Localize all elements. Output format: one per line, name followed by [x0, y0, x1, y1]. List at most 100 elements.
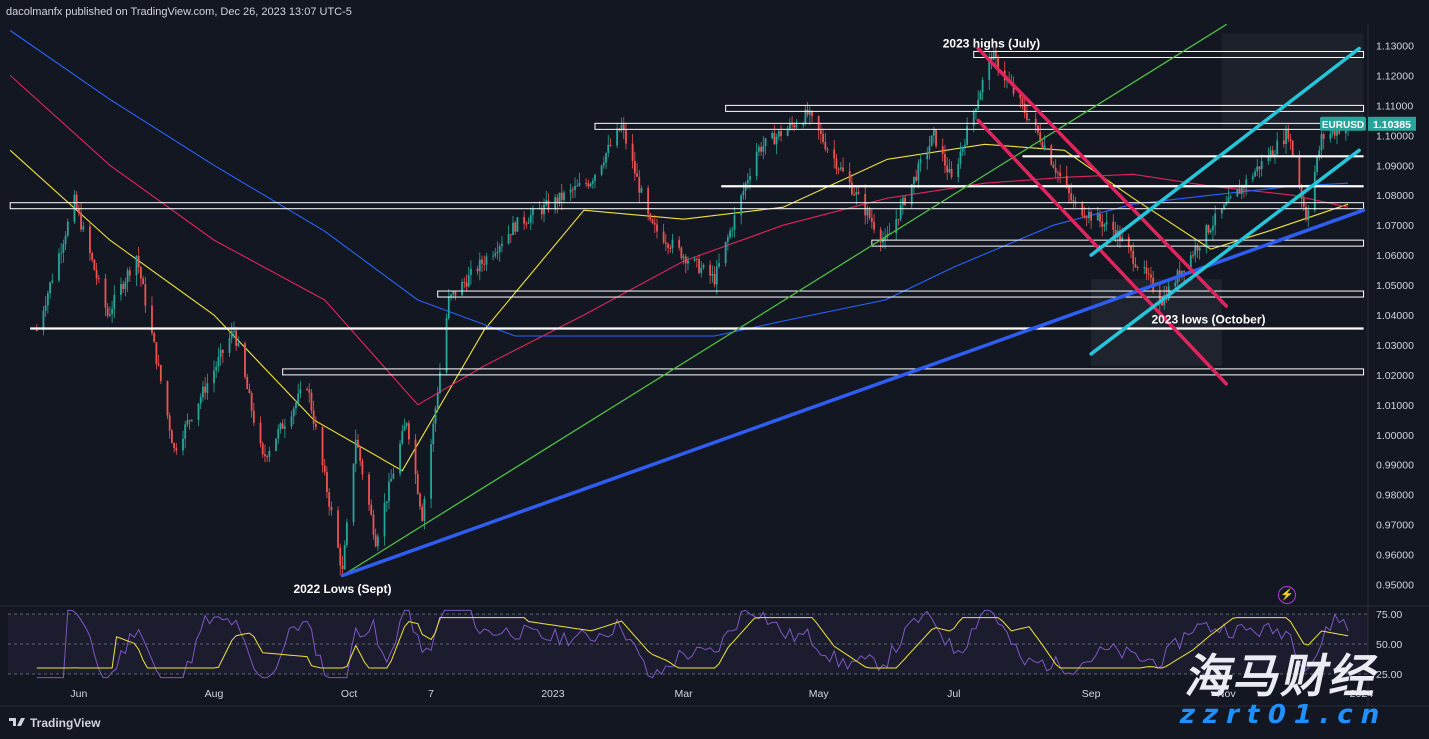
candle-body [403, 425, 406, 431]
candle-body [1227, 197, 1230, 203]
price-tick-label: 0.97000 [1376, 520, 1414, 532]
candle-body [715, 266, 718, 285]
candle-body [492, 255, 494, 257]
candle-body [926, 153, 929, 160]
candle-body [496, 251, 499, 254]
time-tick-label: Sep [1082, 688, 1101, 700]
candle-body [383, 503, 386, 537]
candle-body [461, 282, 463, 296]
candle-body [653, 223, 656, 225]
candle-body [667, 244, 669, 248]
candle-body [206, 383, 209, 393]
candle-body [1274, 154, 1276, 156]
candle-body [512, 222, 514, 236]
candle-body [558, 192, 561, 204]
candle-body [605, 153, 607, 163]
candle-body [1320, 134, 1323, 151]
candles [35, 42, 1349, 576]
candle-body [483, 263, 486, 265]
candle-body [279, 423, 282, 430]
candle-body [439, 372, 441, 394]
candle-body [806, 109, 809, 115]
candle-body [700, 267, 703, 273]
candle-body [326, 471, 328, 493]
price-tick-label: 1.12000 [1376, 70, 1414, 82]
candle-body [620, 124, 623, 131]
candle-body [89, 226, 91, 253]
level-box [9, 202, 1365, 210]
candle-body [1178, 270, 1181, 278]
candle-body [724, 241, 727, 264]
candle-body [687, 260, 689, 264]
price-tick-label: 1.02000 [1376, 370, 1414, 382]
tradingview-footer[interactable]: TradingView [8, 716, 100, 730]
watermark-cn: 海马财经 [1181, 649, 1386, 703]
candle-body [866, 209, 869, 216]
candle-body [354, 439, 357, 464]
candle-body [1333, 130, 1336, 136]
candle-body [1028, 118, 1031, 120]
candle-body [248, 389, 251, 394]
price-tick-label: 1.11000 [1376, 100, 1413, 112]
candle-body [1083, 215, 1086, 218]
candle-body [764, 138, 767, 147]
candle-body [777, 131, 780, 137]
candle-body [808, 111, 811, 115]
candle-body [988, 57, 991, 81]
candle-body [1134, 263, 1137, 267]
candle-body [749, 176, 751, 181]
candle-body [990, 57, 993, 60]
candle-body [1119, 230, 1121, 242]
candle-body [1196, 246, 1199, 251]
candle-body [264, 454, 266, 457]
candle-body [1059, 172, 1062, 177]
candle-body [137, 255, 140, 268]
candle-body [217, 357, 220, 367]
candle-body [930, 135, 933, 147]
candle-body [585, 182, 588, 184]
candle-body [589, 183, 592, 187]
candle-body [948, 168, 951, 173]
tradingview-brand: TradingView [30, 716, 101, 730]
candle-body [419, 493, 421, 507]
candle-body [215, 366, 218, 371]
candle-body [1019, 93, 1022, 99]
candle-body [64, 235, 67, 245]
candle-body [1068, 186, 1070, 194]
candle-body [450, 294, 452, 297]
candle-body [139, 267, 142, 279]
candle-body [377, 536, 379, 547]
candle-body [695, 258, 698, 260]
candle-body [204, 386, 207, 393]
candle-body [979, 92, 982, 100]
candle-body [961, 147, 964, 152]
candle-body [122, 284, 125, 290]
candle-body [470, 268, 472, 275]
candle-body [711, 273, 714, 276]
candle-body [1039, 132, 1042, 142]
candle-body [1207, 225, 1210, 233]
price-tick-label: 1.07000 [1376, 220, 1414, 232]
candle-body [359, 447, 362, 461]
candle-body [992, 51, 995, 60]
candle-body [385, 501, 388, 504]
candle-body [370, 504, 373, 515]
time-tick-label: Mar [675, 688, 694, 700]
candle-body [343, 545, 346, 570]
lightning-icon[interactable]: ⚡ [1278, 586, 1296, 604]
price-tick-label: 1.09000 [1376, 160, 1414, 172]
candle-body [919, 159, 922, 164]
candle-body [1041, 141, 1044, 148]
candle-body [941, 146, 944, 155]
candle-body [60, 252, 63, 254]
candle-body [1214, 213, 1217, 226]
candle-body [299, 389, 302, 394]
publisher-caption: dacolmanfx published on TradingView.com,… [6, 6, 352, 18]
time-tick-label: Oct [341, 688, 357, 700]
candle-body [901, 197, 904, 206]
candle-body [339, 547, 342, 566]
candle-body [77, 208, 80, 213]
candle-body [1251, 176, 1254, 180]
candle-body [1114, 230, 1117, 238]
trendline [1089, 148, 1361, 356]
